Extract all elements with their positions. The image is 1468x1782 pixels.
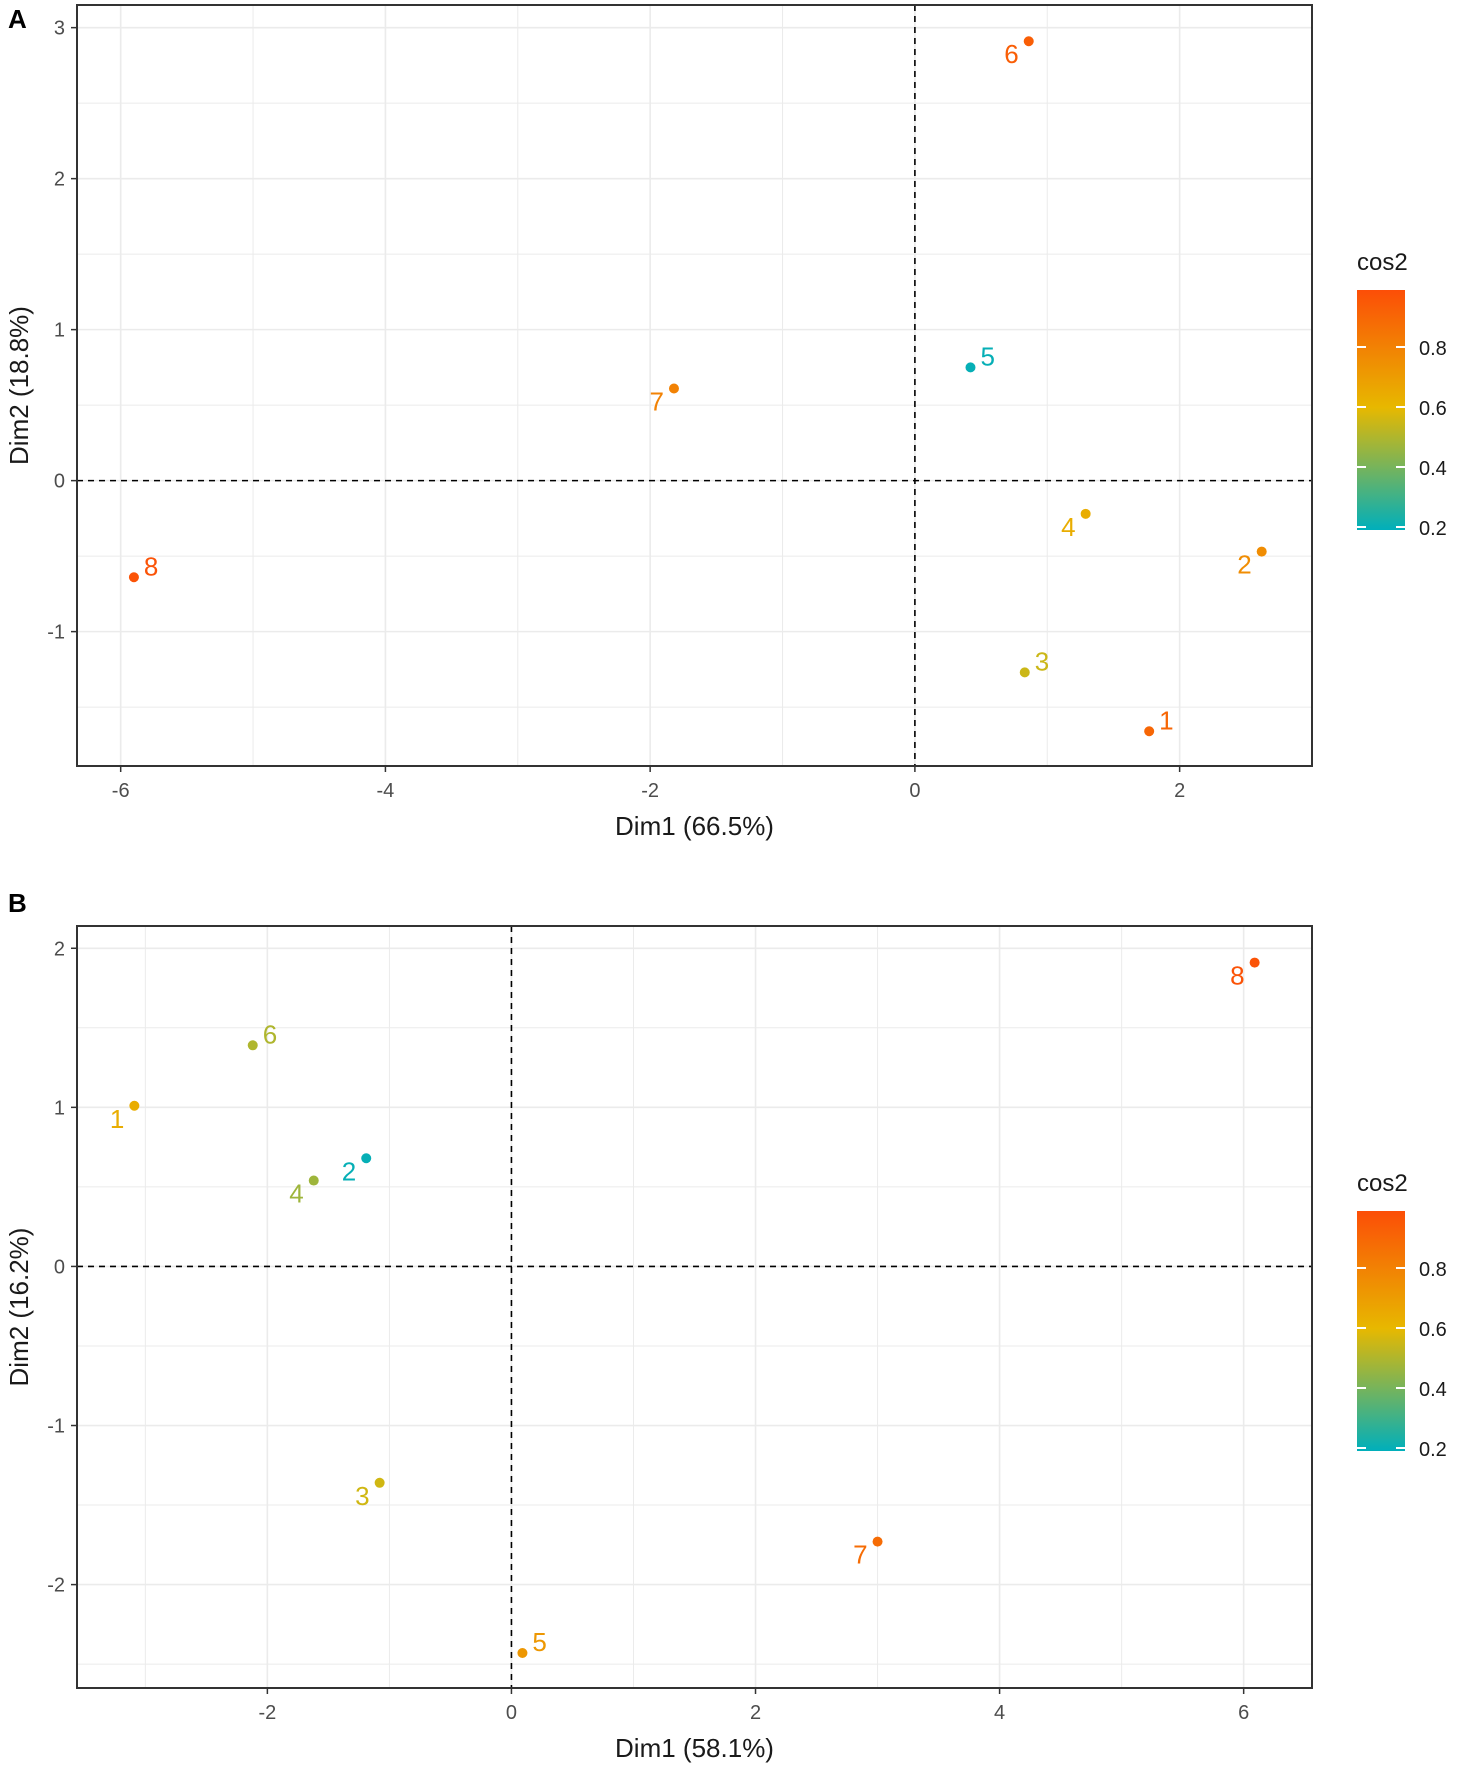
point-label: 6 <box>263 1019 277 1049</box>
data-point <box>374 1477 385 1488</box>
colorbar <box>1357 1211 1405 1451</box>
data-point <box>1023 36 1034 47</box>
y-axis-title: Dim2 (16.2%) <box>4 1228 34 1387</box>
data-point <box>247 1040 258 1051</box>
x-axis-title: Dim1 (58.1%) <box>615 1733 774 1763</box>
point-label: 7 <box>650 387 664 417</box>
y-tick-label: -2 <box>47 1575 65 1597</box>
data-point <box>872 1536 883 1547</box>
point-label: 4 <box>1061 512 1075 542</box>
data-point <box>1144 726 1155 737</box>
point-label: 2 <box>1237 550 1251 580</box>
data-point <box>1256 546 1267 557</box>
y-tick-label: 0 <box>54 471 65 493</box>
x-tick-label: -2 <box>641 780 659 802</box>
y-tick-label: 0 <box>54 1256 65 1278</box>
point-label: 6 <box>1004 39 1018 69</box>
colorbar-tick-label: 0.6 <box>1419 398 1447 420</box>
colorbar-tick-label: 0.8 <box>1419 1259 1447 1281</box>
data-point <box>128 572 139 583</box>
legend-title: cos2 <box>1357 1170 1408 1197</box>
panel-label: A <box>8 4 27 34</box>
plot-border <box>76 925 1313 1689</box>
y-tick-label: 3 <box>54 18 65 40</box>
point-label: 8 <box>1230 961 1244 991</box>
y-tick-label: 2 <box>54 169 65 191</box>
x-tick-label: 0 <box>909 780 920 802</box>
panel-A: -6 -4 -2 0 2 -1 0 1 2 3 Dim1 (66.5%) Dim2 (18.8%) A 1… <box>4 4 1447 841</box>
legend-title: cos2 <box>1357 249 1408 276</box>
y-tick-label: 1 <box>54 320 65 342</box>
colorbar-tick-label: 0.8 <box>1419 338 1447 360</box>
data-point <box>1080 508 1091 519</box>
y-axis-title: Dim2 (18.8%) <box>4 306 34 465</box>
point-label: 5 <box>532 1627 546 1657</box>
point-label: 3 <box>355 1481 369 1511</box>
point-label: 8 <box>144 551 158 581</box>
colorbar-tick-label: 0.4 <box>1419 458 1447 480</box>
point-label: 1 <box>110 1104 124 1134</box>
data-point <box>129 1100 140 1111</box>
x-tick-label: 2 <box>1174 780 1185 802</box>
plot-background <box>77 5 1312 766</box>
data-point <box>1249 957 1260 968</box>
data-point <box>668 383 679 394</box>
panel-B: -2 0 2 4 6 -2 -1 0 1 2 Dim1 (58.1%) Dim2 (16.2%) B 1 2… <box>4 888 1447 1763</box>
colorbar-tick-label: 0.2 <box>1419 1439 1447 1461</box>
x-axis-title: Dim1 (66.5%) <box>615 811 774 841</box>
point-label: 5 <box>980 341 994 371</box>
point-label: 4 <box>289 1179 303 1209</box>
x-tick-label: -2 <box>258 1702 276 1724</box>
y-tick-label: 2 <box>54 938 65 960</box>
x-tick-label: 0 <box>506 1702 517 1724</box>
data-point <box>965 362 976 373</box>
x-tick-label: 4 <box>994 1702 1005 1724</box>
data-point <box>308 1175 319 1186</box>
y-tick-label: -1 <box>47 622 65 644</box>
x-tick-label: 2 <box>750 1702 761 1724</box>
colorbar <box>1357 290 1405 530</box>
x-tick-label: -6 <box>112 780 130 802</box>
panel-label: B <box>8 888 27 918</box>
plot-border <box>76 4 1313 767</box>
y-tick-label: 1 <box>54 1097 65 1119</box>
point-label: 2 <box>342 1156 356 1186</box>
colorbar-tick-label: 0.6 <box>1419 1319 1447 1341</box>
plot-background <box>77 926 1312 1688</box>
point-label: 3 <box>1035 646 1049 676</box>
x-tick-label: -4 <box>377 780 395 802</box>
data-point <box>517 1648 528 1659</box>
y-tick-label: -1 <box>47 1416 65 1438</box>
point-label: 1 <box>1159 705 1173 735</box>
x-tick-label: 6 <box>1238 1702 1249 1724</box>
colorbar-tick-label: 0.4 <box>1419 1379 1447 1401</box>
data-point <box>361 1153 372 1164</box>
colorbar-tick-label: 0.2 <box>1419 518 1447 540</box>
data-point <box>1019 667 1030 678</box>
point-label: 7 <box>853 1540 867 1570</box>
